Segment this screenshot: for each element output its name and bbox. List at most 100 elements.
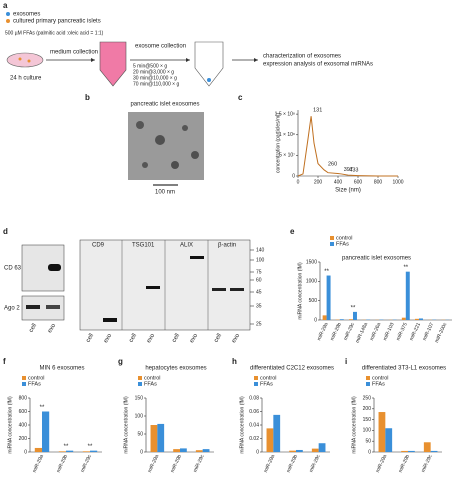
y-tick-label: 0.04	[249, 422, 259, 428]
lane-label: exo	[231, 332, 241, 344]
y-tick-label: 400	[19, 422, 28, 428]
bar	[349, 319, 353, 320]
legend-label: control	[372, 375, 389, 381]
peak-label: 131	[313, 108, 322, 114]
legend-swatch	[330, 242, 334, 246]
y-tick-label: 0	[24, 449, 27, 455]
legend-label: FFAs	[336, 241, 349, 247]
y-tick-label: 50	[137, 431, 143, 437]
medium-label: medium collection	[50, 50, 98, 56]
arrowhead	[91, 58, 95, 62]
panel-letter: d	[3, 227, 8, 236]
bar	[326, 275, 331, 320]
y-tick-label: 1 × 10⁸	[279, 132, 295, 138]
significance: **	[351, 305, 356, 311]
column-label: CD9	[92, 243, 105, 249]
marker-label: 140	[256, 247, 265, 253]
marker-label: 25	[256, 321, 262, 327]
pellet	[207, 78, 211, 82]
band	[48, 264, 61, 271]
y-tick-label: 600	[19, 409, 28, 415]
x-tick-label: miR-29b	[170, 454, 184, 474]
lane-label: cell	[213, 333, 223, 344]
peak-label: 260	[328, 161, 337, 167]
significance: **	[324, 269, 329, 275]
y-tick-label: 100	[363, 428, 372, 434]
y-tick-label: 500	[309, 298, 318, 304]
panel-letter: a	[3, 1, 8, 10]
islet	[27, 59, 31, 63]
line	[297, 116, 398, 177]
vesicle	[182, 125, 188, 131]
legend-label: FFAs	[260, 381, 273, 387]
x-tick-label: miR-29b	[286, 454, 300, 474]
chart-title: pancreatic islet exosomes	[342, 256, 411, 262]
tube	[194, 41, 224, 87]
tube	[99, 41, 127, 87]
panel-title: pancreatic islet exosomes	[130, 102, 199, 108]
y-tick-label: 0	[140, 449, 143, 455]
x-tick-label: miR-375	[395, 322, 409, 342]
marker-label: 100	[256, 257, 265, 263]
significance: **	[403, 265, 408, 271]
x-tick-label: miR-29a	[147, 454, 161, 474]
x-tick-label: 200	[314, 179, 323, 185]
bar	[157, 423, 165, 452]
bar	[180, 448, 187, 452]
dish	[6, 52, 44, 68]
peak-label: 397	[344, 167, 353, 173]
bar	[34, 447, 42, 452]
y-tick-label: 0	[314, 317, 317, 323]
band	[190, 256, 204, 259]
band	[103, 318, 117, 322]
vesicle	[155, 135, 165, 145]
chart-title: differentiated C2C12 exosomes	[250, 366, 334, 372]
lane-label: exo	[146, 332, 156, 344]
legend-dot	[6, 12, 10, 16]
bar	[353, 311, 357, 320]
x-tick-label: 0	[297, 179, 300, 185]
bar	[42, 411, 50, 452]
legend-dot	[6, 19, 10, 23]
y-tick-label: 1000	[306, 279, 317, 285]
y-tick-label: 0	[256, 449, 259, 455]
x-tick-label: miR-29c	[308, 453, 322, 473]
y-tick-label: 0.08	[249, 395, 259, 401]
band	[146, 286, 160, 289]
bar	[266, 428, 274, 452]
marker-label: 35	[256, 303, 262, 309]
band	[212, 288, 226, 291]
bar	[385, 428, 393, 452]
y-tick-label: 200	[363, 406, 372, 412]
band	[46, 305, 60, 309]
legend-label: FFAs	[372, 381, 385, 387]
chart-title: MIN 6 exosomes	[39, 366, 84, 372]
bar	[173, 449, 180, 452]
bar	[405, 271, 410, 320]
x-tick-label: miR-29a	[316, 322, 330, 342]
chart-title: hepatocytes exosomes	[145, 366, 206, 372]
lane-label: exo	[189, 332, 199, 344]
x-axis-label: Size (nm)	[335, 188, 361, 194]
bar	[273, 414, 281, 452]
peak-label: 433	[349, 167, 358, 173]
x-tick-label: miR-107	[422, 322, 436, 342]
panel-letter: i	[345, 357, 347, 366]
y-tick-label: 1.5 × 10⁸	[275, 111, 295, 117]
arrowhead	[186, 58, 190, 62]
spin: 5 min@500 × g	[133, 63, 167, 69]
x-tick-label: miR-29b	[329, 322, 343, 342]
y-tick-label: 0.02	[249, 436, 259, 442]
lane-label: cell	[171, 333, 181, 344]
y-axis-label: miRNA concentration (fM)	[297, 262, 303, 320]
x-tick-label: 600	[354, 179, 363, 185]
treatment: 500 µM FFAs (palmitic acid :oleic acid =…	[5, 30, 104, 36]
y-axis-label: miRNA concentration (fM)	[351, 396, 357, 454]
x-tick-label: miR-29a	[375, 454, 389, 474]
column-label: TSG101	[132, 243, 155, 249]
x-tick-label: 1000	[392, 179, 403, 185]
x-tick-label: miR-26a	[369, 322, 383, 342]
lane-label: exo	[47, 322, 57, 334]
bar	[318, 443, 326, 452]
significance: **	[40, 405, 45, 411]
